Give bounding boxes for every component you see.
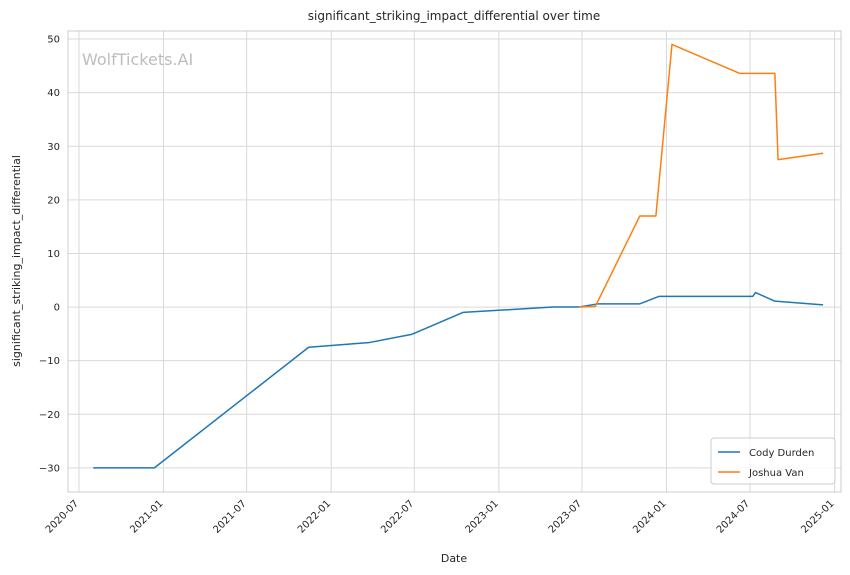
x-tick-label: 2022-01 bbox=[296, 498, 333, 535]
y-tick-label: 20 bbox=[47, 195, 60, 206]
x-axis-ticks: 2020-07 2021-01 2021-07 2022-01 2022-07 2023-… bbox=[44, 498, 837, 535]
y-tick-label: 50 bbox=[47, 35, 60, 46]
x-tick-label: 2024-07 bbox=[715, 498, 752, 535]
legend: Cody Durden Joshua Van bbox=[710, 437, 836, 485]
x-tick-label: 2021-01 bbox=[128, 498, 165, 535]
x-tick-label: 2022-07 bbox=[379, 498, 416, 535]
y-tick-label: −30 bbox=[39, 463, 60, 474]
y-tick-label: −20 bbox=[39, 410, 60, 421]
plot-area-frame bbox=[67, 30, 842, 493]
y-tick-label: 0 bbox=[54, 303, 60, 314]
y-tick-label: 40 bbox=[47, 88, 60, 99]
plot-lines bbox=[93, 43, 824, 469]
x-tick-label: 2021-07 bbox=[211, 498, 248, 535]
legend-box bbox=[710, 437, 836, 485]
series-line-joshua-van bbox=[578, 43, 824, 308]
legend-label-cody-durden: Cody Durden bbox=[749, 448, 814, 459]
chart-title: significant_striking_impact_differential… bbox=[308, 9, 600, 23]
y-tick-label: −10 bbox=[39, 356, 60, 367]
x-tick-label: 2024-01 bbox=[631, 498, 668, 535]
y-axis-label: significant_striking_impact_differential bbox=[10, 155, 23, 367]
x-tick-label: 2023-07 bbox=[547, 498, 584, 535]
y-tick-label: 30 bbox=[47, 142, 60, 153]
legend-label-joshua-van: Joshua Van bbox=[748, 468, 804, 479]
x-tick-label: 2025-01 bbox=[799, 498, 836, 535]
x-axis-label: Date bbox=[441, 552, 468, 565]
x-tick-label: 2020-07 bbox=[44, 498, 81, 535]
x-tick-label: 2023-01 bbox=[464, 498, 501, 535]
y-axis-ticks: −30 −20 −10 0 10 20 30 40 50 bbox=[39, 35, 60, 475]
grid bbox=[68, 31, 841, 492]
watermark: WolfTickets.AI bbox=[82, 50, 193, 69]
y-tick-label: 10 bbox=[47, 249, 60, 260]
